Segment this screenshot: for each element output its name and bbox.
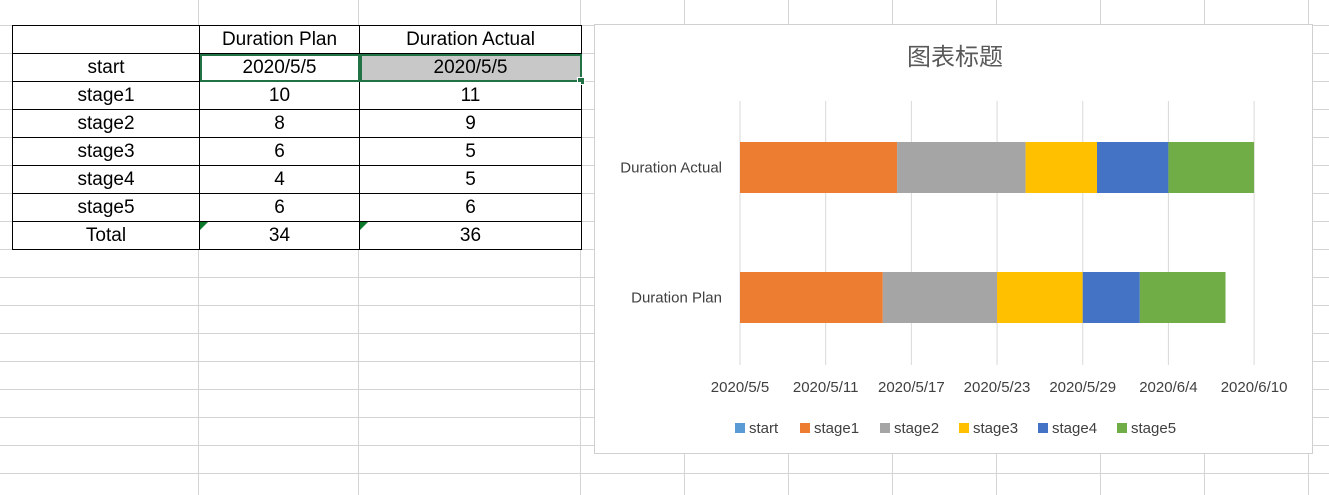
- bar-segment-stage3: [997, 272, 1083, 323]
- error-indicator-icon: [360, 222, 368, 230]
- category-label: Duration Plan: [631, 290, 722, 307]
- legend-swatch: [1038, 423, 1048, 433]
- bar-segment-stage1: [740, 142, 898, 193]
- cell-value: 34: [268, 225, 291, 246]
- legend-swatch: [959, 423, 969, 433]
- x-tick-label: 2020/5/29: [1049, 379, 1116, 396]
- table-row: Total 34 36: [12, 221, 582, 250]
- bar-segment-stage3: [1025, 142, 1097, 193]
- x-tick-label: 2020/6/10: [1221, 379, 1288, 396]
- table-row: stage2 8 9: [12, 109, 582, 138]
- x-tick-label: 2020/5/17: [878, 379, 945, 396]
- x-tick-label: 2020/5/11: [793, 379, 859, 396]
- table-cell[interactable]: 6: [199, 193, 360, 222]
- legend-swatch: [735, 423, 745, 433]
- bar-segment-stage4: [1082, 272, 1140, 323]
- x-tick-label: 2020/5/5: [711, 379, 769, 396]
- header-cell-blank[interactable]: [12, 25, 200, 54]
- selected-cell[interactable]: 2020/5/5: [199, 53, 360, 82]
- category-label: Duration Actual: [620, 160, 722, 177]
- legend-swatch: [1117, 423, 1127, 433]
- bar-segment-stage4: [1097, 142, 1169, 193]
- chart-title: 图表标题: [907, 43, 1003, 71]
- table-cell[interactable]: 8: [199, 109, 360, 138]
- table-cell[interactable]: 5: [359, 165, 582, 194]
- table-cell[interactable]: 10: [199, 81, 360, 110]
- bar-segment-stage5: [1139, 272, 1226, 323]
- legend-label: stage5: [1131, 420, 1176, 437]
- row-label-cell[interactable]: stage5: [12, 193, 200, 222]
- row-label-cell[interactable]: stage4: [12, 165, 200, 194]
- x-tick-label: 2020/6/4: [1139, 379, 1197, 396]
- table-cell[interactable]: 36: [359, 221, 582, 250]
- legend-label: stage4: [1052, 420, 1097, 437]
- table-cell[interactable]: 6: [199, 137, 360, 166]
- row-label-cell[interactable]: stage3: [12, 137, 200, 166]
- legend-label: stage3: [973, 420, 1018, 437]
- selected-cell[interactable]: 2020/5/5: [359, 53, 585, 85]
- bar-segment-stage2: [897, 142, 1026, 193]
- bar-segment-stage2: [882, 272, 998, 323]
- table-row: stage5 6 6: [12, 193, 582, 222]
- row-label-cell[interactable]: stage2: [12, 109, 200, 138]
- x-tick-label: 2020/5/23: [964, 379, 1031, 396]
- row-label-cell[interactable]: stage1: [12, 81, 200, 110]
- legend-swatch: [800, 423, 810, 433]
- legend-label: stage2: [894, 420, 939, 437]
- stacked-bar-chart: 图表标题 2020/5/5 2020/5/11 2020/5/17 2020/5/23 2…: [620, 43, 1288, 437]
- cell-value: 36: [459, 225, 482, 246]
- table-row: stage4 4 5: [12, 165, 582, 194]
- table-cell[interactable]: 9: [359, 109, 582, 138]
- table-row: start 2020/5/5 2020/5/5: [12, 53, 585, 85]
- error-indicator-icon: [200, 222, 208, 230]
- header-cell-plan[interactable]: Duration Plan: [199, 25, 360, 54]
- sheet-gridline: [0, 473, 1329, 474]
- table-header-row: Duration Plan Duration Actual: [12, 25, 582, 54]
- bar-segment-stage1: [740, 272, 883, 323]
- legend-label: start: [749, 420, 779, 437]
- bar-segment-stage5: [1168, 142, 1255, 193]
- table-cell[interactable]: 6: [359, 193, 582, 222]
- table-cell[interactable]: 4: [199, 165, 360, 194]
- table-cell[interactable]: 34: [199, 221, 360, 250]
- cell-value: 2020/5/5: [242, 57, 317, 78]
- chart-area[interactable]: 图表标题 2020/5/5 2020/5/11 2020/5/17 2020/5/23 2…: [594, 24, 1313, 454]
- cell-value: 2020/5/5: [433, 57, 508, 78]
- table-row: stage1 10 11: [12, 81, 582, 110]
- table-row: stage3 6 5: [12, 137, 582, 166]
- row-label-cell[interactable]: start: [12, 53, 200, 82]
- legend-swatch: [880, 423, 890, 433]
- legend-label: stage1: [814, 420, 859, 437]
- header-cell-actual[interactable]: Duration Actual: [359, 25, 582, 54]
- table-cell[interactable]: 5: [359, 137, 582, 166]
- row-label-cell[interactable]: Total: [12, 221, 200, 250]
- data-table: Duration Plan Duration Actual start 2020…: [12, 25, 585, 250]
- table-cell[interactable]: 11: [359, 81, 582, 110]
